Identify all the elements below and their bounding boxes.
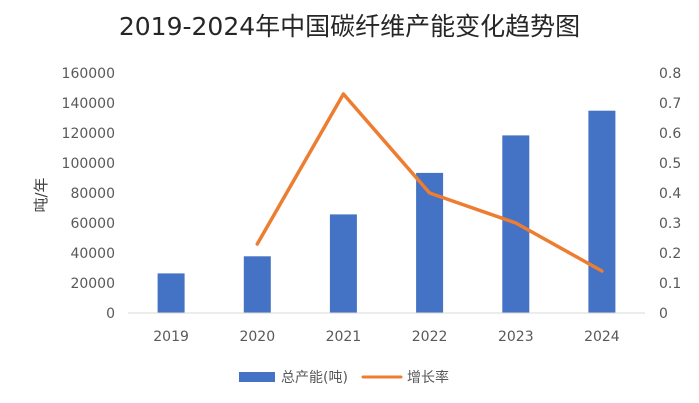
x-tick-2022: 2022: [412, 329, 448, 345]
y-right-tick-0.2: 0.2: [659, 246, 681, 262]
y-axis-right: 0 0.1 0.2 0.3 0.4 0.5 0.6 0.7 0.8: [659, 66, 681, 322]
y-right-tick-0.5: 0.5: [659, 156, 681, 172]
y-left-tick-160000: 160000: [62, 66, 115, 82]
y-axis-label: 吨/年: [32, 177, 50, 212]
line-series: [255, 92, 604, 273]
y-right-tick-0.3: 0.3: [659, 216, 681, 232]
y-left-tick-60000: 60000: [70, 216, 115, 232]
x-tick-2024: 2024: [584, 329, 620, 345]
bar-2020: [243, 256, 271, 313]
x-axis: 2019 2020 2021 2022 2023 2024: [128, 312, 645, 345]
growth-rate-line: [255, 92, 604, 273]
y-left-tick-140000: 140000: [62, 96, 115, 112]
legend-swatch-bar: [239, 372, 275, 382]
x-tick-2023: 2023: [498, 329, 534, 345]
y-right-tick-0.6: 0.6: [659, 126, 681, 142]
legend-label-bar: 总产能(吨): [281, 370, 348, 386]
y-left-tick-120000: 120000: [62, 126, 115, 142]
y-right-tick-0.8: 0.8: [659, 66, 681, 82]
chart-title: 2019-2024年中国碳纤维产能变化趋势图: [119, 12, 580, 41]
x-tick-2020: 2020: [239, 329, 275, 345]
bar-2021: [329, 214, 357, 313]
y-right-tick-0.1: 0.1: [659, 276, 681, 292]
x-tick-2019: 2019: [153, 329, 189, 345]
y-right-tick-0.4: 0.4: [659, 186, 681, 202]
legend: 总产能(吨) 增长率: [239, 369, 449, 386]
y-left-tick-0: 0: [106, 306, 115, 322]
y-left-tick-40000: 40000: [70, 246, 115, 262]
x-tick-2021: 2021: [326, 329, 362, 345]
bar-2024: [588, 110, 616, 313]
bar-2019: [157, 273, 185, 313]
y-left-tick-20000: 20000: [70, 276, 115, 292]
y-axis-left: 0 20000 40000 60000 80000 100000 120000 140000 1…: [62, 66, 115, 322]
y-right-tick-0: 0: [659, 306, 668, 322]
legend-label-line: 增长率: [407, 369, 449, 386]
y-left-tick-80000: 80000: [70, 186, 115, 202]
y-right-tick-0.7: 0.7: [659, 96, 681, 112]
y-left-tick-100000: 100000: [62, 156, 115, 172]
